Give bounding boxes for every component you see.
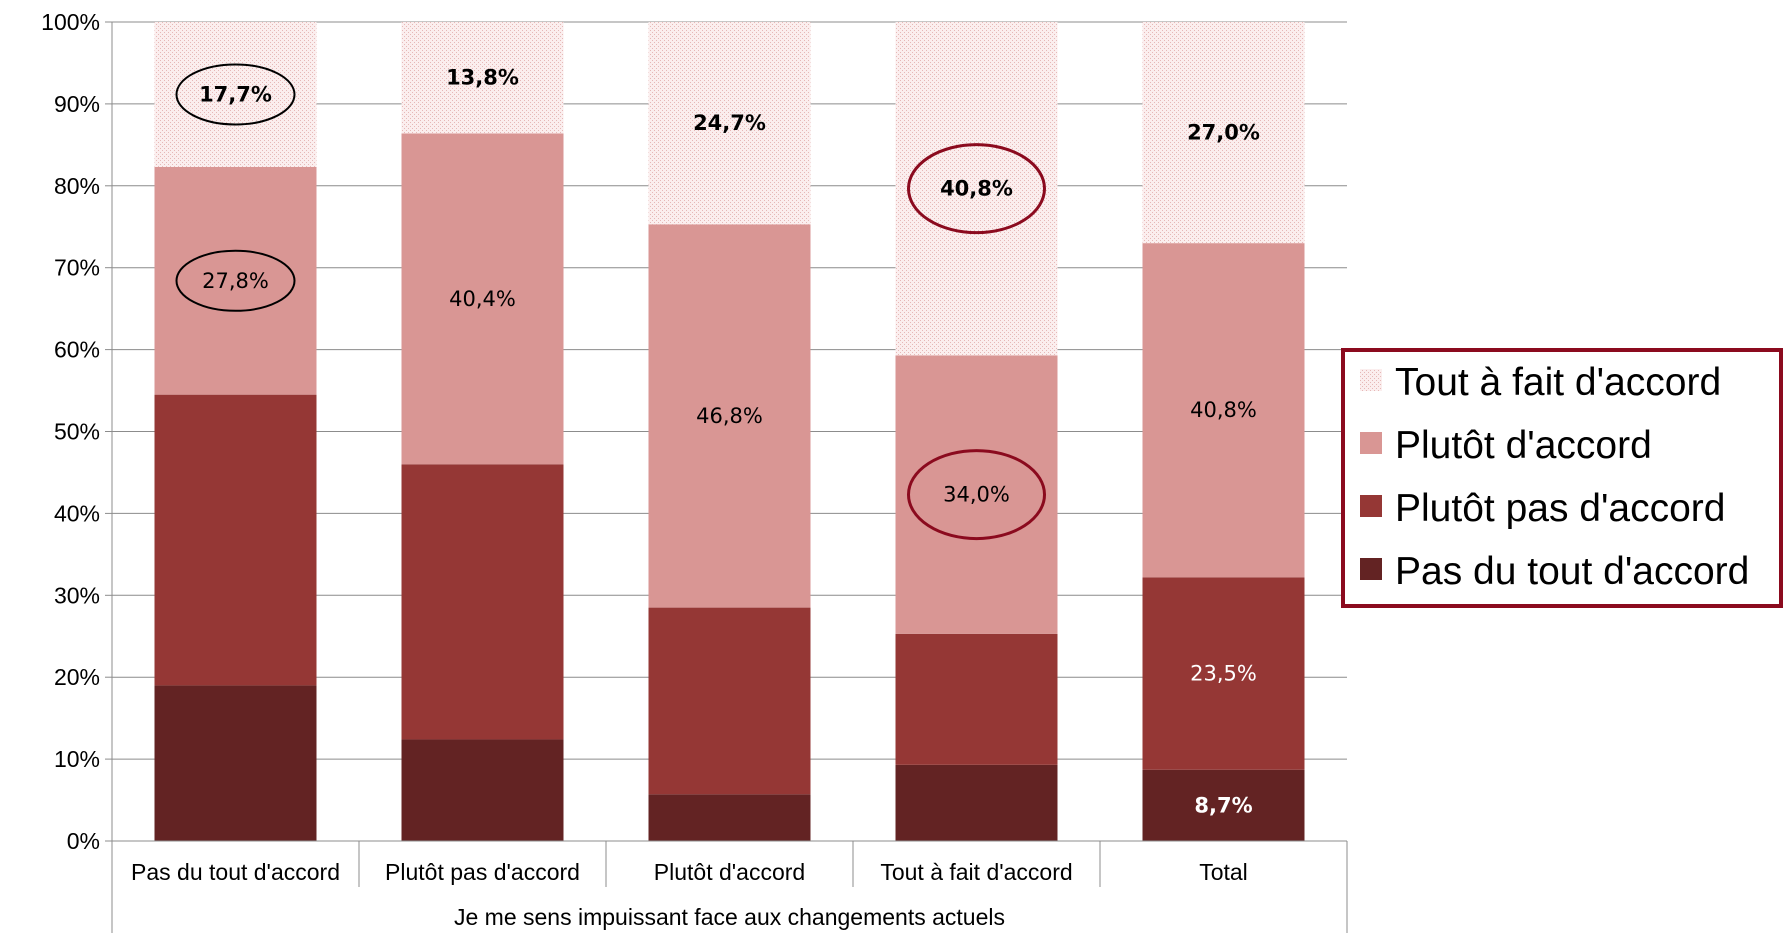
legend-label: Plutôt d'accord (1395, 424, 1652, 467)
bars (154, 22, 1305, 841)
data-labels: 17,7% 27,8% 13,8% 40,4% 24,7% 46,8% 40,8% 34,0%… (175, 63, 1260, 817)
bar-segment (401, 133, 564, 465)
legend-swatch (1360, 558, 1382, 580)
data-label: 24,7% (693, 111, 766, 135)
bar-segment (1142, 769, 1305, 841)
bar-segment (401, 22, 564, 134)
bar-segment (648, 794, 811, 841)
legend-swatch (1360, 432, 1382, 454)
y-tick-label: 20% (54, 664, 100, 690)
y-tick-label: 50% (54, 419, 100, 445)
y-tick-label: 0% (67, 828, 100, 854)
bar-segment (154, 22, 317, 167)
data-label: 40,8% (1190, 398, 1257, 422)
y-tick-label: 100% (41, 9, 100, 35)
data-label: 8,7% (1194, 793, 1252, 817)
bar-segment (154, 394, 317, 686)
data-label: 34,0% (943, 483, 1010, 507)
y-tick-label: 60% (54, 337, 100, 363)
legend-label: Pas du tout d'accord (1395, 550, 1749, 593)
legend-label: Plutôt pas d'accord (1395, 487, 1725, 530)
legend-swatch (1360, 495, 1382, 517)
data-label: 17,7% (199, 82, 272, 106)
legend: Tout à fait d'accord Plutôt d'accord Plutô… (1341, 348, 1783, 608)
data-label: 13,8% (446, 66, 519, 90)
highlight-circle (175, 249, 296, 312)
x-tick-label: Pas du tout d'accord (131, 859, 340, 885)
x-tick-label: Tout à fait d'accord (880, 859, 1072, 885)
bar-segment (401, 739, 564, 841)
legend-swatch (1360, 369, 1382, 391)
y-tick-label: 90% (54, 91, 100, 117)
bar-segment (648, 607, 811, 795)
y-tick-label: 40% (54, 500, 100, 526)
highlight-circle (175, 63, 296, 126)
y-tick-label: 30% (54, 582, 100, 608)
x-tick-label: Plutôt pas d'accord (385, 859, 580, 885)
data-label: 27,8% (202, 269, 269, 293)
x-tick-label: Total (1199, 859, 1248, 885)
bar-segment (895, 633, 1058, 765)
x-axis-label: Je me sens impuissant face aux changemen… (454, 904, 1005, 930)
axes: 0% 10% 20% 30% 40% 50% 60% 70% 80% 90% 100% Pas du … (41, 9, 1348, 933)
bar-segment (1142, 577, 1305, 770)
y-tick-label: 10% (54, 746, 100, 772)
y-tick-label: 80% (54, 173, 100, 199)
legend-label: Tout à fait d'accord (1395, 361, 1721, 404)
x-tick-label: Plutôt d'accord (654, 859, 805, 885)
bar-segment (401, 464, 564, 740)
data-label: 27,0% (1187, 121, 1260, 145)
bar-segment (648, 224, 811, 608)
bar-segment (154, 166, 317, 395)
data-label: 40,8% (940, 177, 1013, 201)
legend-box (1341, 348, 1783, 608)
y-tick-label: 70% (54, 255, 100, 281)
data-label: 46,8% (696, 404, 763, 428)
bar-segment (648, 22, 811, 225)
data-label: 40,4% (449, 287, 516, 311)
bar-segment (895, 22, 1058, 356)
highlight-circle (907, 143, 1046, 235)
bar-segment (895, 764, 1058, 841)
bar-segment (1142, 22, 1305, 244)
bar-segment (1142, 243, 1305, 578)
bar-segment (154, 685, 317, 841)
bar-segment (895, 355, 1058, 634)
highlight-circle (907, 449, 1046, 541)
data-label: 23,5% (1190, 662, 1257, 686)
